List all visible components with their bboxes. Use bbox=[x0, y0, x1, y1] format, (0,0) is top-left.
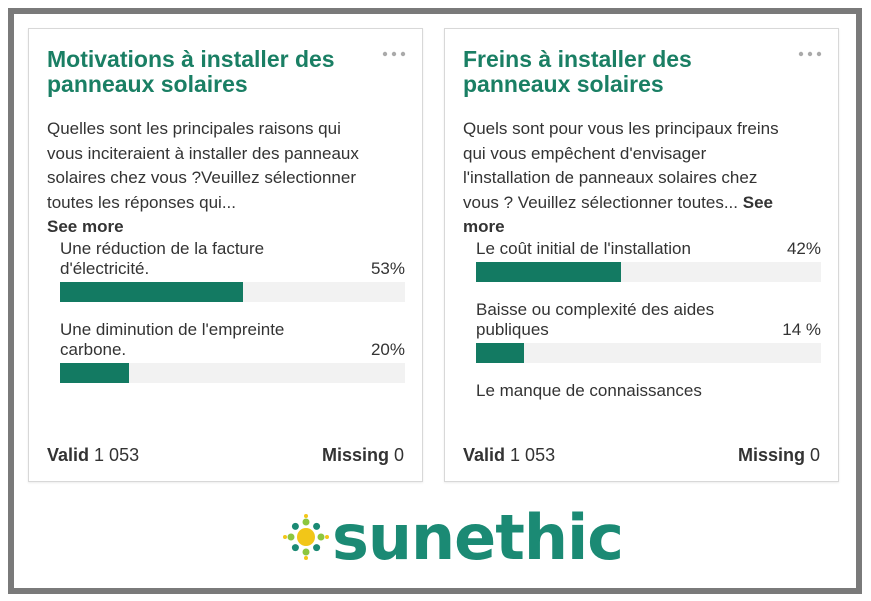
item-row: Le manque de connaissances bbox=[476, 381, 821, 401]
item: Une diminution de l'empreinte carbone. 20… bbox=[60, 320, 405, 383]
missing-label: Missing bbox=[737, 445, 805, 465]
item: Le coût initial de l'installation 42% bbox=[476, 239, 821, 282]
question: Quelles sont les principales raisons qui… bbox=[47, 117, 377, 240]
item-value: 14 % bbox=[782, 320, 821, 339]
item: Baisse ou complexité des aides publiques… bbox=[476, 300, 821, 363]
missing: Missing 0 bbox=[322, 445, 404, 466]
question-text: Quelles sont les principales raisons qui… bbox=[47, 119, 359, 212]
valid-count: 1 053 bbox=[510, 445, 556, 465]
item-row: Une réduction de la facture d'électricit… bbox=[60, 239, 405, 279]
bar bbox=[60, 363, 129, 383]
bar bbox=[60, 282, 243, 302]
item-row: Le coût initial de l'installation 42% bbox=[476, 239, 821, 259]
valid: Valid 1 053 bbox=[47, 445, 139, 466]
missing-label: Missing bbox=[321, 445, 389, 465]
bar bbox=[476, 343, 525, 363]
item-label: Le manque de connaissances bbox=[476, 381, 702, 400]
item-value: 53% bbox=[370, 259, 405, 278]
item: Le manque de connaissances bbox=[476, 381, 821, 401]
card: Motivations à installer des panneaux sol… bbox=[28, 28, 423, 482]
item-list: Une réduction de la facture d'électricit… bbox=[60, 239, 405, 414]
question-text: Quels sont pour vous les principaux frei… bbox=[463, 119, 779, 212]
footer: Valid 1 053 Missing 0 bbox=[47, 445, 404, 466]
card: Freins à installer des panneaux solaires… bbox=[444, 28, 839, 482]
item-label: Baisse ou complexité des aides publiques bbox=[476, 300, 715, 339]
bar-track bbox=[476, 343, 821, 363]
missing-count: 0 bbox=[809, 445, 820, 465]
menu-icon[interactable] bbox=[382, 51, 406, 57]
question: Quels sont pour vous les principaux frei… bbox=[463, 117, 793, 240]
valid-label: Valid bbox=[47, 445, 90, 465]
missing: Missing 0 bbox=[738, 445, 820, 466]
item-value: 42% bbox=[786, 239, 821, 258]
card-title: Freins à installer des panneaux solaires bbox=[463, 46, 692, 97]
see-more[interactable]: See more bbox=[463, 192, 773, 237]
item-list: Le coût initial de l'installation 42% Bais… bbox=[476, 239, 821, 414]
valid: Valid 1 053 bbox=[463, 445, 555, 466]
card-title: Motivations à installer des panneaux sol… bbox=[47, 46, 335, 97]
valid-label: Valid bbox=[463, 445, 506, 465]
item-value: 20% bbox=[370, 340, 405, 359]
logo-text: sunethic bbox=[332, 501, 624, 574]
item-row: Baisse ou complexité des aides publiques… bbox=[476, 300, 821, 340]
item-label: Une diminution de l'empreinte carbone. bbox=[60, 320, 285, 359]
bar-track bbox=[60, 282, 405, 302]
bar-track bbox=[60, 363, 405, 383]
valid-count: 1 053 bbox=[94, 445, 140, 465]
logo: sunethic bbox=[282, 501, 624, 575]
footer: Valid 1 053 Missing 0 bbox=[463, 445, 820, 466]
item-row: Une diminution de l'empreinte carbone. 20… bbox=[60, 320, 405, 360]
missing-count: 0 bbox=[393, 445, 404, 465]
menu-icon[interactable] bbox=[798, 51, 822, 57]
bar bbox=[476, 262, 621, 282]
item: Une réduction de la facture d'électricit… bbox=[60, 239, 405, 302]
item-label: Une réduction de la facture d'électricit… bbox=[60, 239, 265, 278]
see-more[interactable]: See more bbox=[47, 217, 124, 236]
bar-track bbox=[476, 262, 821, 282]
item-label: Le coût initial de l'installation bbox=[476, 239, 691, 258]
sun-icon bbox=[283, 514, 329, 560]
